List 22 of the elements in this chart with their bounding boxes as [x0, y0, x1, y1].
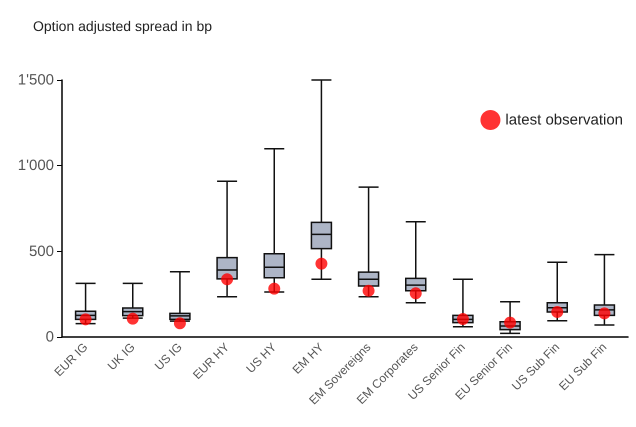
point: [551, 306, 564, 318]
point: [456, 313, 469, 326]
point: [410, 287, 422, 300]
x-tick-label: EM HY: [290, 340, 326, 377]
x-tick-label: US HY: [243, 340, 280, 376]
x-tick-label: US IG: [152, 340, 185, 374]
point: [268, 282, 280, 295]
y-tick-label: 500: [28, 242, 54, 260]
point: [362, 284, 375, 297]
y-tick-label: 0: [46, 328, 54, 346]
point: [598, 307, 610, 320]
y-tick-label: 1'500: [18, 72, 54, 88]
legend-label: latest observation: [505, 112, 624, 128]
point: [126, 312, 139, 325]
point: [504, 316, 516, 329]
y-tick-label: 1'000: [18, 157, 54, 174]
point: [315, 258, 328, 270]
point: [80, 313, 92, 326]
x-tick-label: UK IG: [104, 340, 138, 374]
chart-title: Option adjusted spread in bp: [33, 18, 212, 34]
point: [174, 317, 186, 330]
point: [221, 273, 234, 286]
